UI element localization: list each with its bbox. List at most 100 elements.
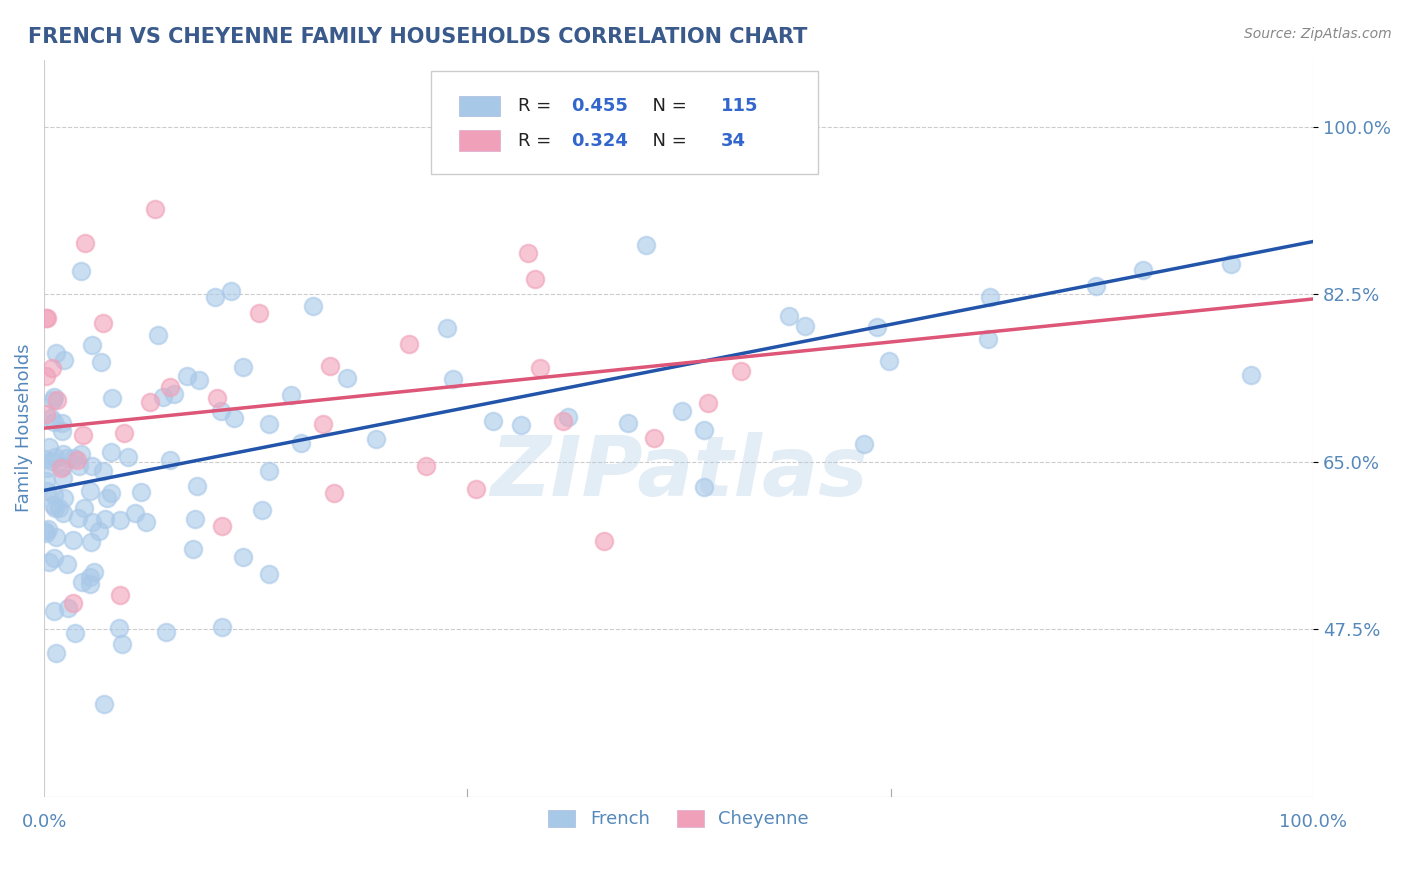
Point: [482, 414, 505, 428]
Point: [35, 526, 58, 541]
Point: [697, 396, 720, 410]
Point: [53, 491, 76, 506]
Point: [1240, 368, 1263, 383]
Point: [56, 600, 79, 615]
Point: [89, 524, 111, 539]
Point: [1085, 279, 1108, 293]
Point: [41, 360, 63, 375]
FancyBboxPatch shape: [432, 70, 818, 174]
Point: [51, 424, 73, 438]
Point: [44, 415, 66, 429]
Point: [70, 446, 93, 460]
Point: [205, 391, 228, 405]
Point: [336, 371, 359, 385]
Point: [211, 620, 233, 634]
Point: [70, 575, 93, 590]
Point: [41, 498, 63, 512]
Point: [38, 440, 60, 454]
Point: [96, 491, 118, 505]
Point: [259, 464, 281, 478]
Point: [181, 541, 204, 556]
Point: [91, 316, 114, 330]
Point: [108, 621, 131, 635]
Point: [793, 319, 815, 334]
Point: [82, 338, 104, 352]
Point: [877, 354, 900, 368]
Point: [366, 432, 388, 446]
Point: [82, 458, 104, 473]
Point: [100, 392, 122, 406]
Point: [38, 555, 60, 569]
Point: [152, 390, 174, 404]
Point: [52, 458, 75, 473]
Point: [155, 624, 177, 639]
Legend: French, Cheyenne: French, Cheyenne: [541, 803, 817, 836]
Point: [529, 360, 551, 375]
Point: [778, 309, 800, 323]
Point: [319, 359, 342, 373]
Point: [79, 484, 101, 499]
Point: [1132, 262, 1154, 277]
Point: [398, 337, 420, 351]
Point: [69, 264, 91, 278]
Point: [415, 459, 437, 474]
Text: R =: R =: [517, 97, 557, 115]
Bar: [460, 95, 499, 116]
Point: [232, 360, 254, 375]
Point: [44, 604, 66, 618]
Point: [66, 452, 89, 467]
Point: [247, 306, 270, 320]
Point: [80, 534, 103, 549]
Point: [41, 392, 63, 407]
Point: [148, 328, 170, 343]
Point: [852, 437, 875, 451]
Point: [257, 417, 280, 431]
Point: [37, 523, 59, 537]
Point: [693, 480, 716, 494]
Point: [516, 246, 538, 260]
Text: 115: 115: [721, 97, 758, 115]
Point: [51, 471, 73, 485]
Point: [436, 321, 458, 335]
Point: [138, 395, 160, 409]
Point: [66, 510, 89, 524]
Point: [34, 407, 56, 421]
Point: [46, 393, 69, 408]
Point: [100, 486, 122, 500]
Point: [52, 447, 75, 461]
Point: [524, 272, 547, 286]
Point: [41, 454, 63, 468]
Text: 34: 34: [721, 132, 745, 150]
Point: [39, 411, 62, 425]
Text: 0.324: 0.324: [571, 132, 627, 150]
Point: [143, 202, 166, 216]
Point: [509, 418, 531, 433]
Point: [34, 524, 56, 539]
Point: [186, 479, 208, 493]
Text: Source: ZipAtlas.com: Source: ZipAtlas.com: [1244, 27, 1392, 41]
Point: [45, 530, 67, 544]
Point: [976, 332, 998, 346]
Text: R =: R =: [517, 132, 557, 150]
Text: FRENCH VS CHEYENNE FAMILY HOUSEHOLDS CORRELATION CHART: FRENCH VS CHEYENNE FAMILY HOUSEHOLDS COR…: [28, 27, 807, 46]
Point: [302, 300, 325, 314]
Text: N =: N =: [641, 97, 692, 115]
Point: [42, 551, 65, 566]
Point: [184, 512, 207, 526]
Point: [219, 285, 242, 299]
Point: [280, 388, 302, 402]
Point: [441, 372, 464, 386]
Point: [464, 482, 486, 496]
Point: [45, 346, 67, 360]
Point: [112, 426, 135, 441]
Point: [79, 569, 101, 583]
Point: [257, 566, 280, 581]
Point: [636, 238, 658, 252]
Point: [100, 444, 122, 458]
Point: [49, 461, 72, 475]
Point: [162, 387, 184, 401]
Point: [290, 436, 312, 450]
Point: [117, 450, 139, 464]
Point: [643, 431, 665, 445]
Text: ZIPatlas: ZIPatlas: [489, 432, 868, 513]
